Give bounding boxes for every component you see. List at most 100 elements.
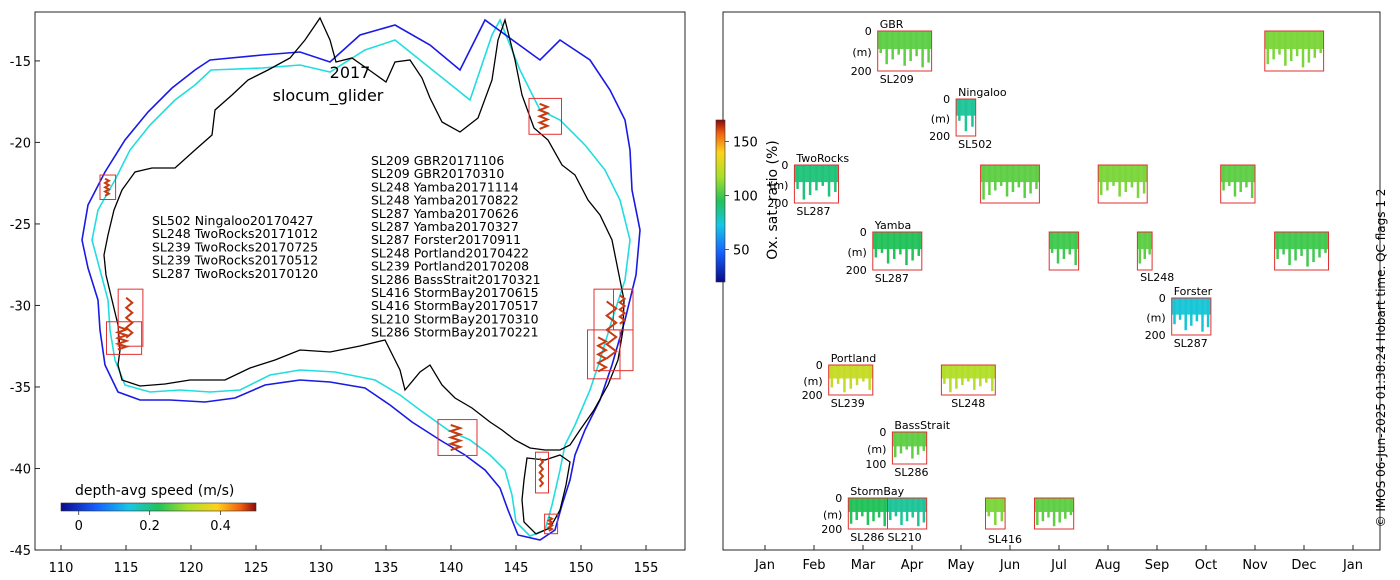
- depth-bottom-label: 200: [851, 65, 872, 78]
- timeline-panel: Jan Feb Mar Apr May Jun Jul Aug Sep Oct Nov Dec Jan …: [715, 11, 1388, 573]
- legend-west-item: SL287 TwoRocks20170120: [152, 266, 318, 281]
- region-box: [106, 321, 143, 355]
- site-label: Portland: [831, 352, 877, 365]
- region-box: [117, 288, 144, 347]
- month-tick-label: Oct: [1195, 558, 1217, 573]
- depth-top-label: 0: [1159, 292, 1166, 305]
- depth-bottom-label: 200: [1145, 329, 1166, 342]
- speed-colorbar-label: depth-avg speed (m/s): [75, 483, 234, 499]
- legend-east-item: SL248 Yamba20171114: [371, 179, 519, 194]
- deployment-box: [828, 364, 874, 396]
- region-box: [535, 451, 549, 494]
- month-tick-label: Apr: [901, 558, 924, 573]
- depth-bottom-label: 100: [865, 458, 886, 471]
- glider-track: [538, 457, 545, 488]
- legend-east-item: SL287 Forster20170911: [371, 232, 521, 247]
- glider-label: SL287: [875, 272, 909, 285]
- deployment-box: [1034, 497, 1075, 530]
- deployment-box: [872, 231, 923, 271]
- depth-bottom-label: 200: [767, 197, 788, 210]
- glider-track: [618, 294, 627, 325]
- depth-unit-label: (m): [867, 443, 886, 456]
- glider-label: SL287: [1174, 337, 1208, 350]
- oxygen-colorbar-tick-label: 50: [733, 244, 750, 259]
- depth-bottom-label: 200: [821, 523, 842, 536]
- glider-track: [124, 296, 134, 339]
- shelf-contour-cyan: [91, 18, 631, 537]
- deployment-box: [1274, 231, 1329, 271]
- speed-colorbar-tick-label: 0: [75, 519, 83, 534]
- oxygen-colorbar: [715, 119, 726, 283]
- map-x-tick-label: 110: [49, 561, 74, 576]
- legend-west-item: SL502 Ningaloo20170427: [152, 213, 313, 228]
- legend-east-item: SL416 StormBay20170517: [371, 298, 539, 313]
- oxygen-profile-fill: [892, 432, 927, 447]
- glider-track: [546, 516, 555, 532]
- legend-east-item: SL209 GBR20170310: [371, 166, 504, 181]
- glider-label-secondary: SL416: [988, 533, 1022, 546]
- depth-top-label: 0: [816, 359, 823, 372]
- month-tick-label: Jul: [1050, 558, 1067, 573]
- month-tick-label: Jan: [754, 558, 775, 573]
- glider-track: [103, 177, 111, 197]
- speed-colorbar-tick-label: 0.2: [139, 519, 160, 534]
- map-y-tick-label: -25: [10, 218, 31, 233]
- oxygen-colorbar-label: Ox. sat. ratio (%): [765, 140, 781, 259]
- oxygen-profile-fill: [872, 232, 922, 250]
- glider-label: SL286: [894, 466, 928, 479]
- deployment-box: [1220, 164, 1256, 204]
- depth-top-label: 0: [865, 25, 872, 38]
- month-tick-label: Feb: [802, 558, 825, 573]
- glider-label: SL502: [958, 138, 992, 151]
- month-tick-label: Dec: [1291, 558, 1316, 573]
- glider-label: SL287: [796, 205, 830, 218]
- deployment-box: [1136, 231, 1153, 271]
- glider-track: [595, 336, 609, 373]
- legend-east-item: SL209 GBR20171106: [371, 153, 504, 168]
- site-label: Forster: [1174, 285, 1213, 298]
- map-x-tick-label: 145: [504, 561, 529, 576]
- deployment-box: [1264, 30, 1325, 72]
- glider-label: SL239: [831, 397, 865, 410]
- oxygen-colorbar-tick-label: 150: [733, 136, 758, 151]
- depth-top-label: 0: [835, 492, 842, 505]
- legend-west-item: SL239 TwoRocks20170725: [152, 239, 318, 254]
- legend-east-item: SL248 Yamba20170822: [371, 193, 519, 208]
- legend-east-item: SL286 BassStrait20170321: [371, 272, 541, 287]
- map-y-tick-label: -15: [10, 55, 31, 70]
- map-x-tick-label: 130: [309, 561, 334, 576]
- deployment-box: [940, 364, 996, 396]
- region-box: [587, 329, 621, 380]
- map-x-tick-label: 155: [634, 561, 659, 576]
- oxygen-profile-fill: [1220, 165, 1255, 183]
- deployment-box: [877, 30, 933, 72]
- deployment-box: [955, 98, 977, 137]
- map-title-year: 2017: [330, 63, 371, 82]
- month-tick-label: May: [948, 558, 975, 573]
- legend-east-item: SL239 Portland20170208: [371, 259, 529, 274]
- month-tick-label: Aug: [1095, 558, 1120, 573]
- tasmania-coastline: [521, 454, 571, 535]
- map-y-tick-label: -35: [10, 381, 31, 396]
- depth-unit-label: (m): [931, 113, 950, 126]
- depth-unit-label: (m): [1146, 312, 1165, 325]
- legend-west-item: SL239 TwoRocks20170512: [152, 253, 318, 268]
- glider-label: SL209: [880, 73, 914, 86]
- map-axes-box: [34, 11, 686, 551]
- deployment-box: [985, 497, 1006, 530]
- legend-east-item: SL210 StormBay20170310: [371, 311, 539, 326]
- depth-top-label: 0: [879, 426, 886, 439]
- legend-east-item: SL248 Portland20170422: [371, 245, 529, 260]
- map-y-tick-label: -30: [10, 299, 31, 314]
- legend-east-item: SL416 StormBay20170615: [371, 285, 539, 300]
- depth-bottom-label: 200: [802, 389, 823, 402]
- region-box: [99, 174, 117, 200]
- site-label: BassStrait: [894, 419, 950, 432]
- oxygen-profile-fill: [1098, 165, 1148, 183]
- map-y-tick-label: -20: [10, 136, 31, 151]
- glider-label: SL286: [850, 531, 884, 544]
- map-x-tick-label: 115: [114, 561, 139, 576]
